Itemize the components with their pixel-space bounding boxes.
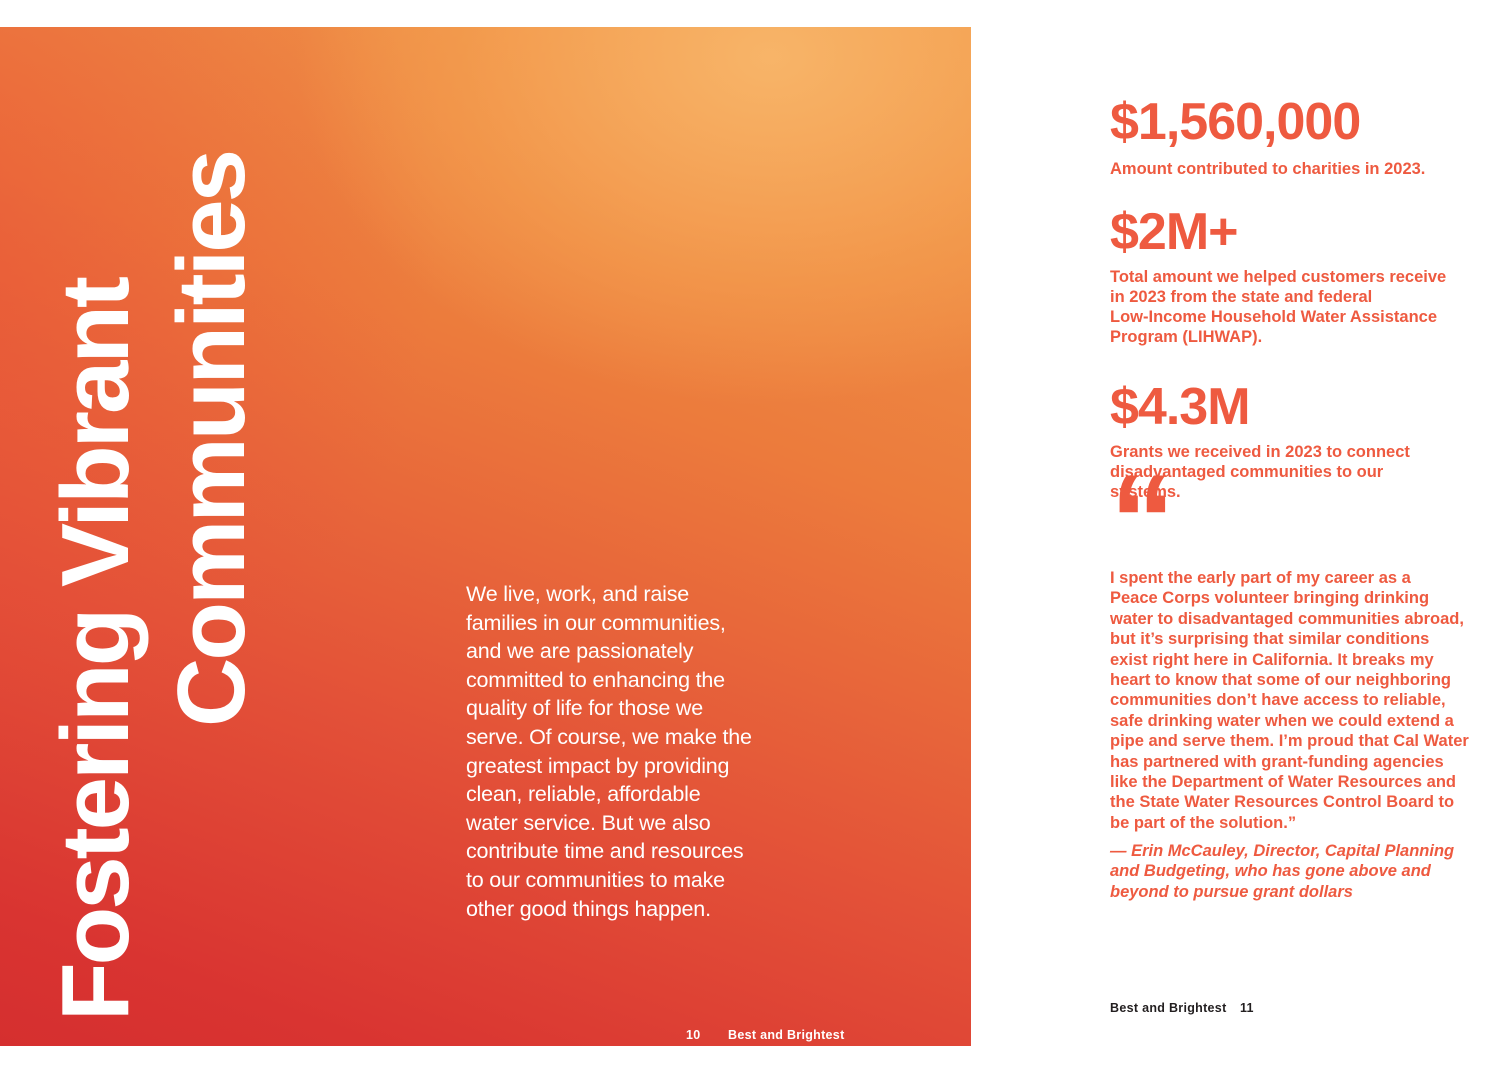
report-title-right: Best and Brightest: [1110, 1001, 1227, 1015]
stat-caption-charities: Amount contributed to charities in 2023.: [1110, 160, 1426, 178]
stat-caption-grants: Grants we received in 2023 to connect di…: [1110, 443, 1410, 501]
stat-lihwap-assistance: $2M+ Total amount we helped customers re…: [1110, 206, 1450, 347]
right-page: $1,560,000 Amount contributed to chariti…: [971, 0, 1500, 1073]
stat-caption-lihwap: Total amount we helped customers receive…: [1110, 268, 1447, 346]
quote-attribution: — Erin McCauley, Director, Capital Plann…: [1110, 842, 1455, 901]
right-page-footer: Best and Brightest 11: [1110, 1000, 1254, 1016]
page-title-line2: Communities: [158, 151, 265, 727]
stat-charitable-contributions: $1,560,000 Amount contributed to chariti…: [1110, 96, 1450, 179]
page-title-line1: Fostering Vibrant: [42, 279, 149, 1021]
stat-value-charities: $1,560,000: [1110, 93, 1361, 151]
left-page-gradient-panel: Fostering Vibrant Communities We live, w…: [0, 27, 971, 1046]
left-page-footer: 10 Best and Brightest: [686, 1027, 844, 1043]
intro-paragraph: We live, work, and raise families in our…: [466, 582, 752, 921]
stat-value-lihwap: $2M+: [1110, 203, 1239, 261]
left-page-number: 10: [686, 1028, 701, 1042]
quote-text: I spent the early part of my career as a…: [1110, 569, 1469, 832]
report-title-left: Best and Brightest: [728, 1028, 845, 1042]
stat-value-grants: $4.3M: [1110, 378, 1251, 436]
quote-mark-icon: “: [1110, 447, 1175, 593]
right-page-number: 11: [1240, 1001, 1254, 1015]
stat-grants-received: $4.3M Grants we received in 2023 to conn…: [1110, 381, 1450, 502]
